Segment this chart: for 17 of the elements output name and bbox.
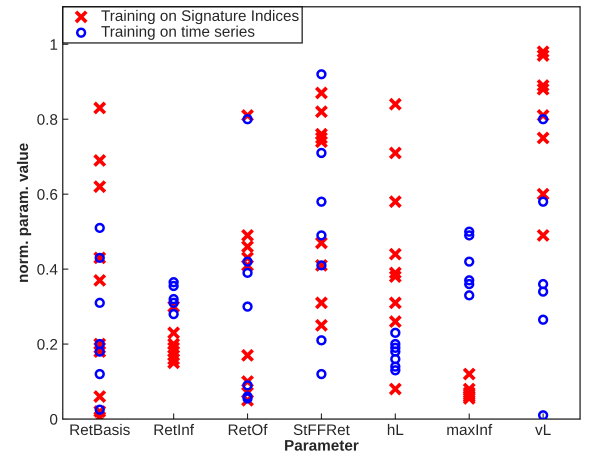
x-tick-label: maxInf (447, 424, 492, 436)
legend-label: Training on time series (101, 26, 254, 40)
x-tick-label: hL (388, 424, 404, 435)
y-tick-label: 0 (50, 414, 58, 425)
x-tick-label: RetInf (154, 424, 194, 436)
y-tick-label: 0.6 (37, 189, 58, 200)
y-tick-label: 1 (50, 39, 58, 50)
x-tick-label: RetOf (228, 424, 268, 436)
y-tick-label: 0.4 (37, 264, 58, 275)
x-tick-label: RetBasis (70, 424, 130, 436)
legend-label: Training on Signature Indices (101, 10, 299, 24)
x-tick-label: vL (535, 424, 551, 435)
y-tick-label: 0.8 (37, 114, 58, 125)
y-axis-title: norm. param. value (16, 143, 32, 282)
x-tick-label: StFFRet (294, 424, 350, 436)
x-axis-title: Parameter (285, 440, 359, 451)
y-tick-label: 0.2 (37, 338, 58, 350)
